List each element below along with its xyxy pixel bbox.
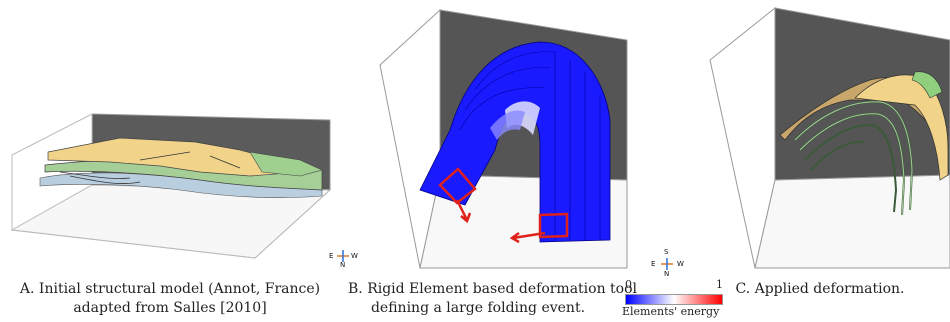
handle-right	[538, 212, 569, 239]
compass-east-label: E	[651, 260, 656, 268]
caption-c: C. Applied deformation.	[720, 280, 920, 299]
panel-b-deformation-view	[379, 8, 628, 269]
legend-title: Elements' energy	[622, 305, 720, 318]
handle-left	[438, 167, 477, 205]
caption-a-line-1: A. Initial structural model (Annot, Fran…	[19, 281, 321, 297]
panel-c-deformed-view	[709, 6, 950, 269]
compass-rose-icon	[661, 258, 673, 270]
legend-gradient-bar	[625, 294, 723, 305]
caption-a: A. Initial structural model (Annot, Fran…	[0, 280, 340, 318]
compass-west-label: W	[677, 260, 684, 268]
compass-b: E W S N	[651, 248, 684, 278]
caption-c-line-1: C. Applied deformation.	[735, 281, 905, 297]
panel-a-model-view	[10, 113, 332, 259]
caption-a-line-2: adapted from Salles [2010]	[73, 300, 267, 316]
legend-max-label: 1	[716, 278, 723, 291]
legend-min-label: 0	[625, 278, 632, 291]
compass-a: E W N	[329, 244, 358, 269]
caption-b-line-1: B. Rigid Element based deformation tool	[348, 281, 638, 297]
compass-north-label: N	[664, 270, 670, 278]
compass-south-label: S	[664, 248, 669, 256]
rigid-element-arch	[419, 41, 611, 243]
energy-legend: 0 1 Elements' energy	[620, 278, 730, 322]
compass-rose-icon	[337, 250, 349, 262]
caption-b: B. Rigid Element based deformation tool …	[348, 280, 638, 318]
compass-west-label: W	[351, 252, 358, 260]
geological-layers	[39, 137, 323, 198]
deformation-handles	[438, 167, 569, 244]
arrow-right	[512, 231, 546, 240]
compass-north-label: N	[340, 261, 346, 269]
folded-layers	[779, 71, 949, 216]
caption-b-line-2: defining a large folding event.	[370, 300, 586, 316]
compass-east-label: E	[329, 252, 334, 260]
arrow-left	[455, 199, 469, 221]
